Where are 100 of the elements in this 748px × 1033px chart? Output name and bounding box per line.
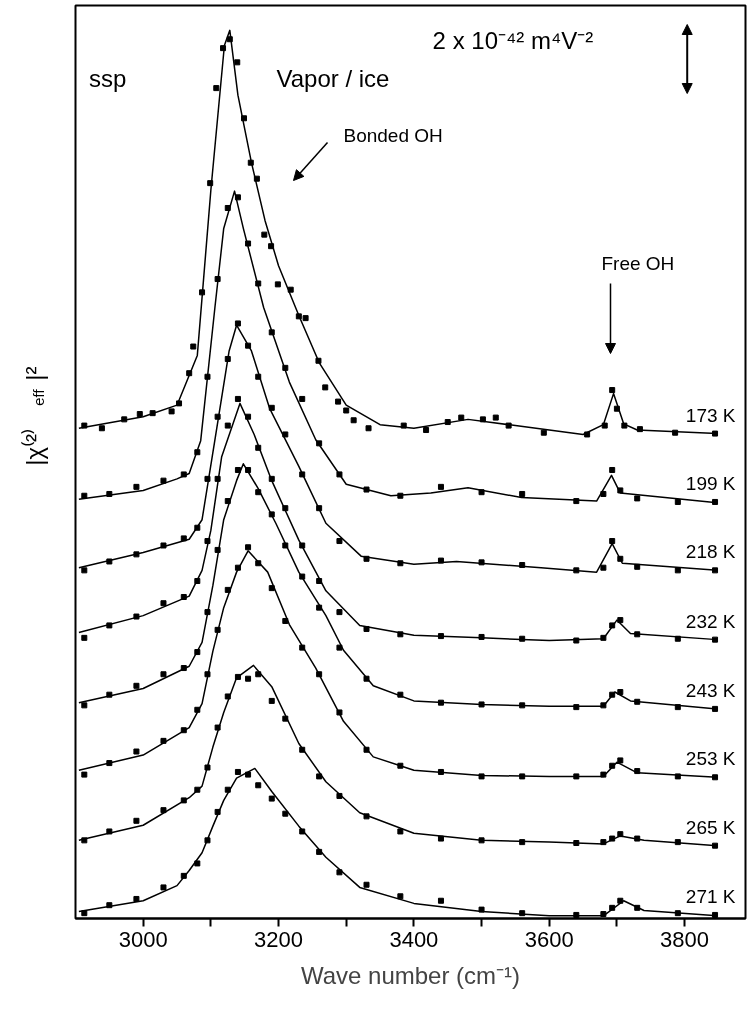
- point: [316, 848, 323, 855]
- point: [204, 538, 211, 545]
- point: [336, 709, 343, 716]
- point: [573, 498, 580, 505]
- point: [160, 600, 167, 607]
- point: [176, 400, 183, 407]
- point: [268, 404, 275, 411]
- y-axis-title: |χ⁽²⁾eff|²: [20, 366, 48, 466]
- point: [268, 329, 275, 336]
- point: [133, 613, 140, 620]
- point: [613, 405, 620, 412]
- point: [207, 180, 214, 187]
- point: [234, 673, 241, 680]
- point: [180, 665, 187, 672]
- point: [343, 407, 350, 414]
- point: [224, 693, 231, 700]
- point: [213, 85, 220, 92]
- point: [600, 771, 607, 778]
- point: [136, 411, 143, 418]
- x-tick-label: 3600: [524, 926, 574, 952]
- point: [287, 286, 294, 293]
- point: [600, 839, 607, 846]
- point: [363, 675, 370, 682]
- point: [268, 697, 275, 704]
- series-label: 243 K: [685, 679, 736, 701]
- point: [609, 538, 616, 545]
- point: [400, 422, 407, 429]
- point: [268, 243, 275, 250]
- point: [121, 416, 128, 423]
- point: [194, 786, 201, 793]
- point: [214, 626, 221, 633]
- point: [282, 617, 289, 624]
- point: [478, 489, 485, 496]
- point: [363, 746, 370, 753]
- point: [106, 828, 113, 835]
- point: [106, 691, 113, 698]
- point: [299, 746, 306, 753]
- point: [458, 414, 465, 421]
- point: [268, 585, 275, 592]
- x-axis-title: Wave number (cm⁻¹): [300, 961, 521, 989]
- point: [634, 495, 641, 502]
- point: [245, 544, 252, 551]
- point: [245, 413, 252, 420]
- point: [634, 768, 641, 775]
- point: [204, 609, 211, 616]
- point: [160, 737, 167, 744]
- point: [397, 631, 404, 638]
- point: [712, 774, 719, 781]
- point: [316, 440, 323, 447]
- point: [302, 315, 309, 322]
- point: [478, 701, 485, 708]
- point: [674, 839, 681, 846]
- point: [634, 563, 641, 570]
- point: [81, 567, 88, 574]
- point: [214, 808, 221, 815]
- point: [234, 564, 241, 571]
- point: [336, 538, 343, 545]
- point: [617, 487, 624, 494]
- point: [573, 911, 580, 918]
- point: [316, 505, 323, 512]
- point: [336, 792, 343, 799]
- point: [634, 631, 641, 638]
- point: [245, 675, 252, 682]
- point: [81, 492, 88, 499]
- point: [282, 542, 289, 549]
- point: [397, 492, 404, 499]
- point: [255, 560, 262, 567]
- point: [180, 727, 187, 734]
- point: [674, 498, 681, 505]
- point: [478, 559, 485, 566]
- point: [106, 558, 113, 565]
- point: [437, 699, 444, 706]
- point: [214, 546, 221, 553]
- point: [423, 427, 430, 434]
- point: [160, 807, 167, 814]
- point: [224, 498, 231, 505]
- point: [573, 567, 580, 574]
- point: [268, 795, 275, 802]
- point: [255, 444, 262, 451]
- point: [316, 773, 323, 780]
- point: [363, 486, 370, 493]
- point: [336, 869, 343, 876]
- point: [601, 422, 608, 429]
- x-tick-label: 3800: [660, 926, 710, 952]
- point: [672, 429, 679, 436]
- annotation: Free OH: [601, 253, 675, 274]
- point: [253, 175, 260, 182]
- point: [519, 490, 526, 497]
- point: [194, 524, 201, 531]
- point: [81, 634, 88, 641]
- point: [600, 911, 607, 918]
- point: [437, 835, 444, 842]
- point: [519, 910, 526, 917]
- point: [295, 313, 302, 320]
- point: [573, 840, 580, 847]
- point: [194, 649, 201, 656]
- point: [180, 471, 187, 478]
- point: [519, 635, 526, 642]
- point: [160, 477, 167, 484]
- point: [712, 705, 719, 712]
